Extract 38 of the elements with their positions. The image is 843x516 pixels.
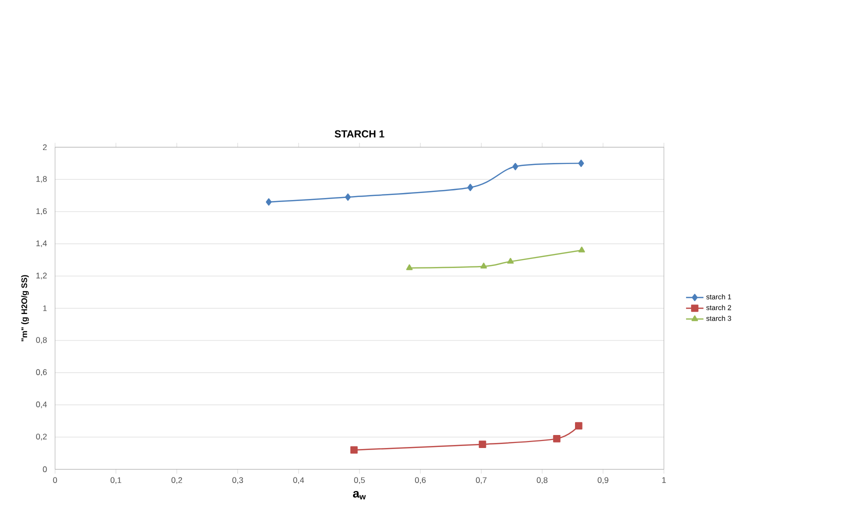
x-tick-label: 0,2 — [171, 477, 182, 484]
point — [266, 198, 272, 206]
x-tick-label: 1 — [662, 477, 666, 484]
y-tick-label: 0,4 — [36, 402, 47, 408]
x-tick-label: 0,3 — [232, 477, 244, 484]
chart-title: STARCH 1 — [334, 130, 384, 138]
point — [507, 258, 514, 264]
y-tick-label: 0,2 — [36, 434, 47, 441]
point — [345, 194, 351, 201]
y-tick-label: 0,6 — [36, 369, 47, 376]
point — [575, 422, 582, 430]
point — [553, 435, 560, 443]
point — [512, 163, 518, 170]
x-tick-label: 0,5 — [354, 477, 365, 484]
y-tick-label: 1,6 — [36, 208, 47, 216]
y-tick-label: 0 — [42, 466, 47, 472]
y-tick-label: 0,8 — [36, 337, 47, 344]
x-tick-label: 0,8 — [536, 477, 548, 484]
point — [406, 264, 413, 270]
y-axis-title: "m" (g H2O/g SS) — [21, 275, 29, 342]
x-tick-label: 0,4 — [293, 477, 304, 484]
y-tick-label: 1,8 — [36, 176, 47, 183]
x-tick-label: 0 — [53, 477, 57, 484]
x-tick-label: 0,1 — [110, 477, 122, 484]
point — [467, 184, 474, 192]
y-tick-label: 1,2 — [36, 272, 47, 280]
x-tick-label: 0,7 — [476, 477, 487, 484]
x-tick-label: 0,6 — [415, 477, 426, 484]
point — [578, 160, 584, 168]
point — [478, 440, 486, 448]
y-tick-label: 1 — [43, 306, 47, 312]
x-tick-label: 0,9 — [598, 477, 608, 484]
point — [480, 262, 487, 269]
y-tick-label: 1,4 — [36, 240, 47, 248]
x-axis-title: a$_{w}$ — [353, 491, 366, 500]
point — [578, 246, 585, 253]
point — [350, 446, 358, 454]
y-tick-label: 2 — [42, 144, 47, 150]
